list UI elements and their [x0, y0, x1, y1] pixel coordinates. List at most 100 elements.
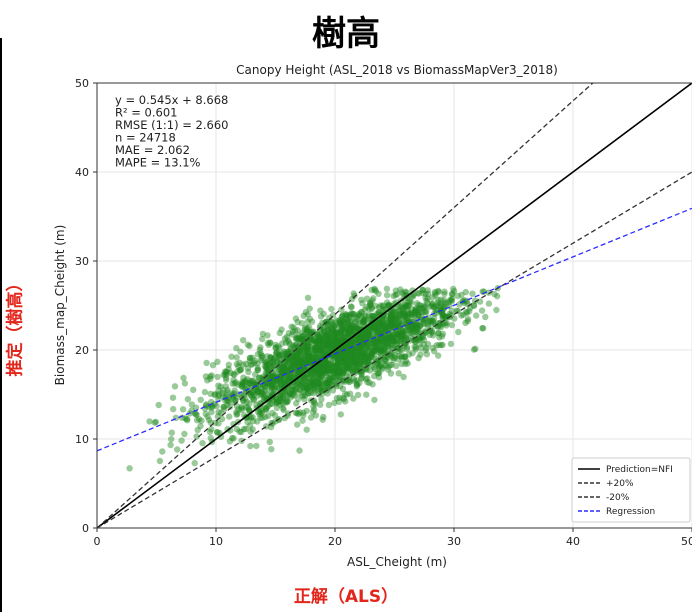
- scatter-point: [345, 329, 352, 337]
- scatter-point: [434, 323, 442, 330]
- scatter-point: [358, 308, 365, 316]
- scatter-point: [378, 319, 385, 326]
- scatter-point: [193, 411, 200, 418]
- scatter-point: [437, 302, 444, 309]
- scatter-point: [305, 390, 312, 397]
- scatter-point: [251, 359, 258, 367]
- scatter-point: [358, 374, 365, 381]
- scatter-point: [267, 364, 275, 371]
- scatter-point: [395, 331, 402, 338]
- scatter-point: [391, 308, 398, 315]
- scatter-point: [184, 396, 192, 403]
- scatter-point: [239, 379, 246, 387]
- scatter-point: [269, 383, 276, 390]
- scatter-point: [429, 332, 437, 339]
- scatter-point: [343, 391, 351, 398]
- scatter-point: [448, 296, 455, 304]
- scatter-point: [299, 333, 306, 340]
- scatter-point: [363, 353, 371, 360]
- scatter-point: [388, 319, 395, 327]
- scatter-point: [280, 364, 287, 371]
- scatter-point: [458, 291, 465, 298]
- scatter-point: [398, 327, 406, 334]
- scatter-point: [273, 395, 280, 402]
- scatter-point: [326, 363, 333, 371]
- scatter-points: [126, 285, 501, 472]
- scatter-point: [326, 379, 334, 387]
- scatter-point: [368, 304, 375, 311]
- scatter-point: [284, 357, 292, 364]
- scatter-point: [431, 288, 438, 296]
- scatter-point: [357, 356, 365, 364]
- scatter-point: [350, 395, 357, 402]
- scatter-point: [316, 370, 323, 377]
- scatter-point: [398, 352, 405, 360]
- scatter-point: [367, 299, 374, 307]
- scatter-point: [350, 376, 357, 383]
- scatter-point: [281, 375, 288, 382]
- scatter-point: [249, 390, 256, 397]
- scatter-point: [442, 314, 449, 321]
- scatter-point: [346, 329, 353, 336]
- scatter-point: [322, 380, 329, 388]
- scatter-point: [371, 344, 378, 351]
- scatter-point: [272, 400, 279, 407]
- scatter-point: [387, 333, 394, 340]
- scatter-point: [246, 342, 253, 350]
- scatter-point: [212, 419, 219, 427]
- scatter-point: [321, 342, 328, 349]
- scatter-point: [386, 324, 394, 331]
- scatter-point: [331, 322, 338, 329]
- scatter-point: [429, 317, 436, 324]
- scatter-point: [382, 336, 390, 343]
- scatter-point: [494, 293, 501, 300]
- scatter-point: [313, 366, 320, 374]
- scatter-point: [321, 361, 329, 369]
- scatter-point: [341, 344, 348, 351]
- scatter-point: [350, 323, 357, 330]
- scatter-point: [180, 374, 187, 382]
- scatter-point: [320, 413, 327, 421]
- scatter-point: [339, 346, 346, 354]
- scatter-point: [228, 353, 235, 360]
- stat-line-5: MAPE = 13.1%: [115, 156, 201, 170]
- scatter-point: [282, 349, 289, 356]
- scatter-point: [314, 365, 321, 372]
- scatter-point: [361, 334, 369, 341]
- scatter-point: [412, 307, 419, 314]
- scatter-point: [201, 388, 209, 396]
- scatter-point: [404, 306, 411, 314]
- scatter-point: [315, 379, 323, 386]
- scatter-point: [330, 362, 337, 369]
- scatter-point: [395, 332, 402, 339]
- scatter-point: [339, 312, 346, 320]
- scatter-point: [280, 380, 288, 387]
- scatter-point: [254, 360, 261, 367]
- scatter-point: [214, 373, 221, 381]
- scatter-point: [307, 353, 314, 361]
- scatter-point: [390, 342, 397, 349]
- scatter-point: [221, 406, 228, 413]
- scatter-point: [331, 335, 339, 342]
- scatter-point: [393, 340, 401, 348]
- scatter-point: [366, 345, 373, 352]
- scatter-point: [336, 394, 343, 401]
- scatter-point: [450, 285, 457, 293]
- scatter-point: [264, 353, 271, 360]
- scatter-point: [266, 339, 274, 346]
- scatter-point: [262, 382, 269, 389]
- scatter-point: [323, 360, 330, 367]
- scatter-point: [405, 351, 413, 358]
- scatter-point: [390, 315, 397, 322]
- scatter-point: [268, 369, 276, 376]
- scatter-point: [356, 338, 363, 345]
- scatter-point: [366, 367, 374, 374]
- scatter-point: [334, 365, 341, 372]
- scatter-point: [344, 317, 351, 324]
- scatter-point: [247, 391, 255, 399]
- scatter-point: [345, 364, 352, 372]
- scatter-point: [308, 374, 315, 381]
- scatter-point: [279, 368, 286, 375]
- scatter-point: [291, 352, 298, 359]
- scatter-point: [324, 364, 331, 372]
